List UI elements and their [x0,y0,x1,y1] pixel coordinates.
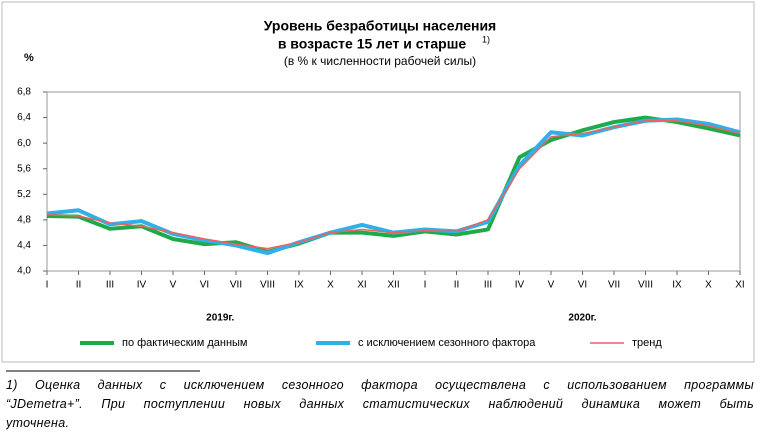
title-note: 1) [482,34,490,44]
y-tick-label: 6,8 [17,87,31,98]
y-tick-label: 5,2 [17,189,31,200]
y-tick-label: 6,4 [17,112,31,123]
x-tick-label: III [106,280,114,291]
title-line: в возрасте 15 лет и старше [278,36,467,52]
chart-border [1,1,755,363]
footnote-line: уточнена. [6,416,70,430]
x-tick-label: IX [672,280,682,291]
series-line [46,120,741,250]
y-tick-label: 5,6 [17,163,31,174]
legend-label: тренд [632,337,662,349]
y-axis-label: % [24,52,34,64]
x-tick-label: VII [230,280,242,291]
x-tick-label: IV [137,280,147,291]
year-label: 2019г. [206,313,234,324]
subtitle: (в % к численности рабочей силы) [284,54,476,68]
x-tick-label: VII [608,280,620,291]
x-tick-label: V [548,280,555,291]
x-tick-label: VIII [638,280,653,291]
x-tick-label: XI [735,280,744,291]
x-tick-label: III [484,280,492,291]
x-tick-label: VI [200,280,209,291]
x-tick-label: X [705,280,712,291]
x-tick-label: I [424,280,427,291]
x-tick-label: II [76,280,82,291]
y-tick-label: 4,4 [17,240,31,251]
x-tick-label: IV [515,280,525,291]
x-tick-label: II [454,280,460,291]
legend-label: по фактическим данным [122,337,248,349]
x-tick-label: VIII [260,280,275,291]
x-tick-label: VI [578,280,587,291]
x-tick-label: V [170,280,177,291]
year-label: 2020г. [568,313,596,324]
x-tick-label: I [46,280,49,291]
x-tick-label: XI [357,280,366,291]
title-line: Уровень безработицы населения [264,18,496,34]
y-tick-label: 6,0 [17,138,31,149]
footnote: 1) Оценка данных с исключением сезонного… [6,376,754,433]
x-tick-label: X [327,280,334,291]
y-tick-label: 4,0 [17,266,31,277]
y-tick-label: 4,8 [17,214,31,225]
x-tick-label: XII [387,280,399,291]
x-tick-label: IX [294,280,304,291]
legend-label: с исключением сезонного фактора [358,337,536,349]
series-line [46,115,741,254]
footnote-line: “JDemetra+”. При поступлении новых данны… [6,397,754,411]
footnote-line: 1) Оценка данных с исключением сезонного… [6,378,754,392]
